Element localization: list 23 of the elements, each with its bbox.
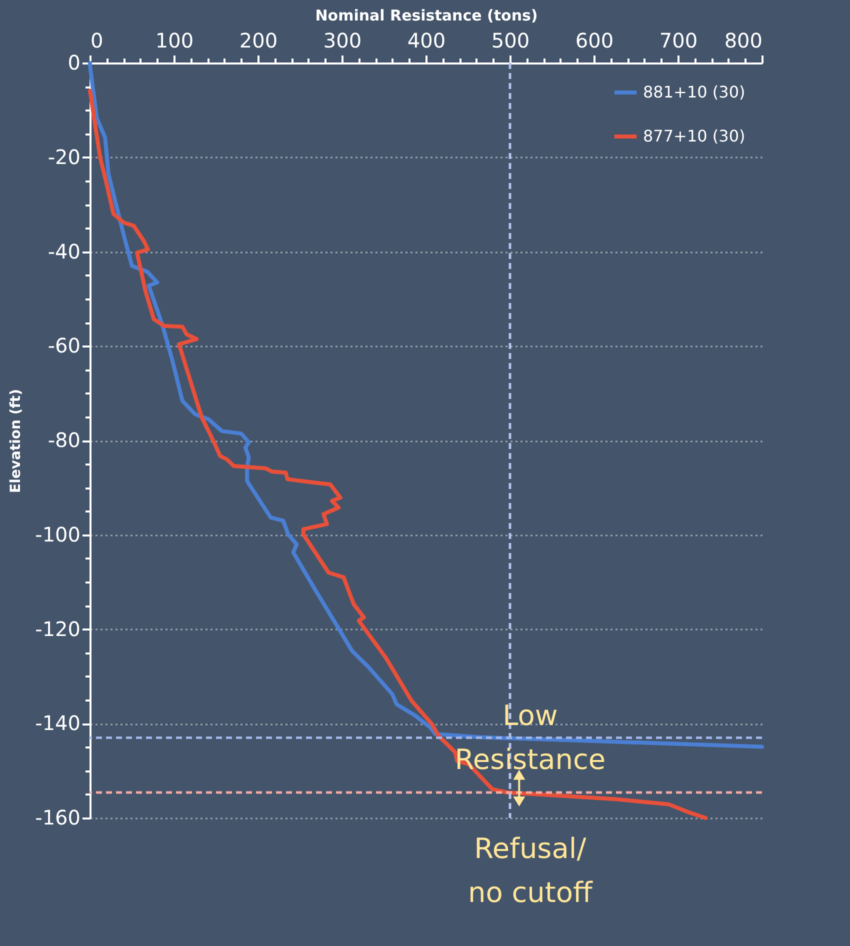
y-tick-label: -120 [35, 616, 80, 641]
x-tick-label: 400 [407, 28, 446, 52]
x-axis-title: Nominal Resistance (tons) [315, 6, 538, 24]
y-tick-label: -140 [35, 711, 80, 736]
x-tick-label: 600 [575, 28, 614, 52]
x-tick-label: 100 [155, 28, 194, 52]
x-tick-label: 800 [724, 28, 762, 52]
y-tick-label: -160 [35, 806, 80, 830]
text: Refusal/ no cutoff [468, 832, 594, 909]
y-tick-label: -60 [48, 334, 80, 358]
y-axis-title: Elevation (ft) [8, 389, 24, 493]
x-tick-label: 700 [659, 28, 698, 52]
x-tick-label: 300 [323, 28, 362, 52]
x-tick-label: 500 [491, 28, 530, 52]
y-tick-label: -20 [48, 144, 80, 169]
legend-label: 877+10 (30) [643, 126, 746, 146]
y-tick-label: -100 [35, 522, 80, 546]
legend-label: 881+10 (30) [643, 82, 746, 102]
y-tick-label: 0 [68, 50, 80, 74]
y-tick-label: -40 [48, 239, 80, 264]
y-tick-label: -80 [48, 428, 80, 452]
x-tick-label: 200 [239, 28, 278, 52]
x-tick-label: 0 [90, 28, 104, 52]
